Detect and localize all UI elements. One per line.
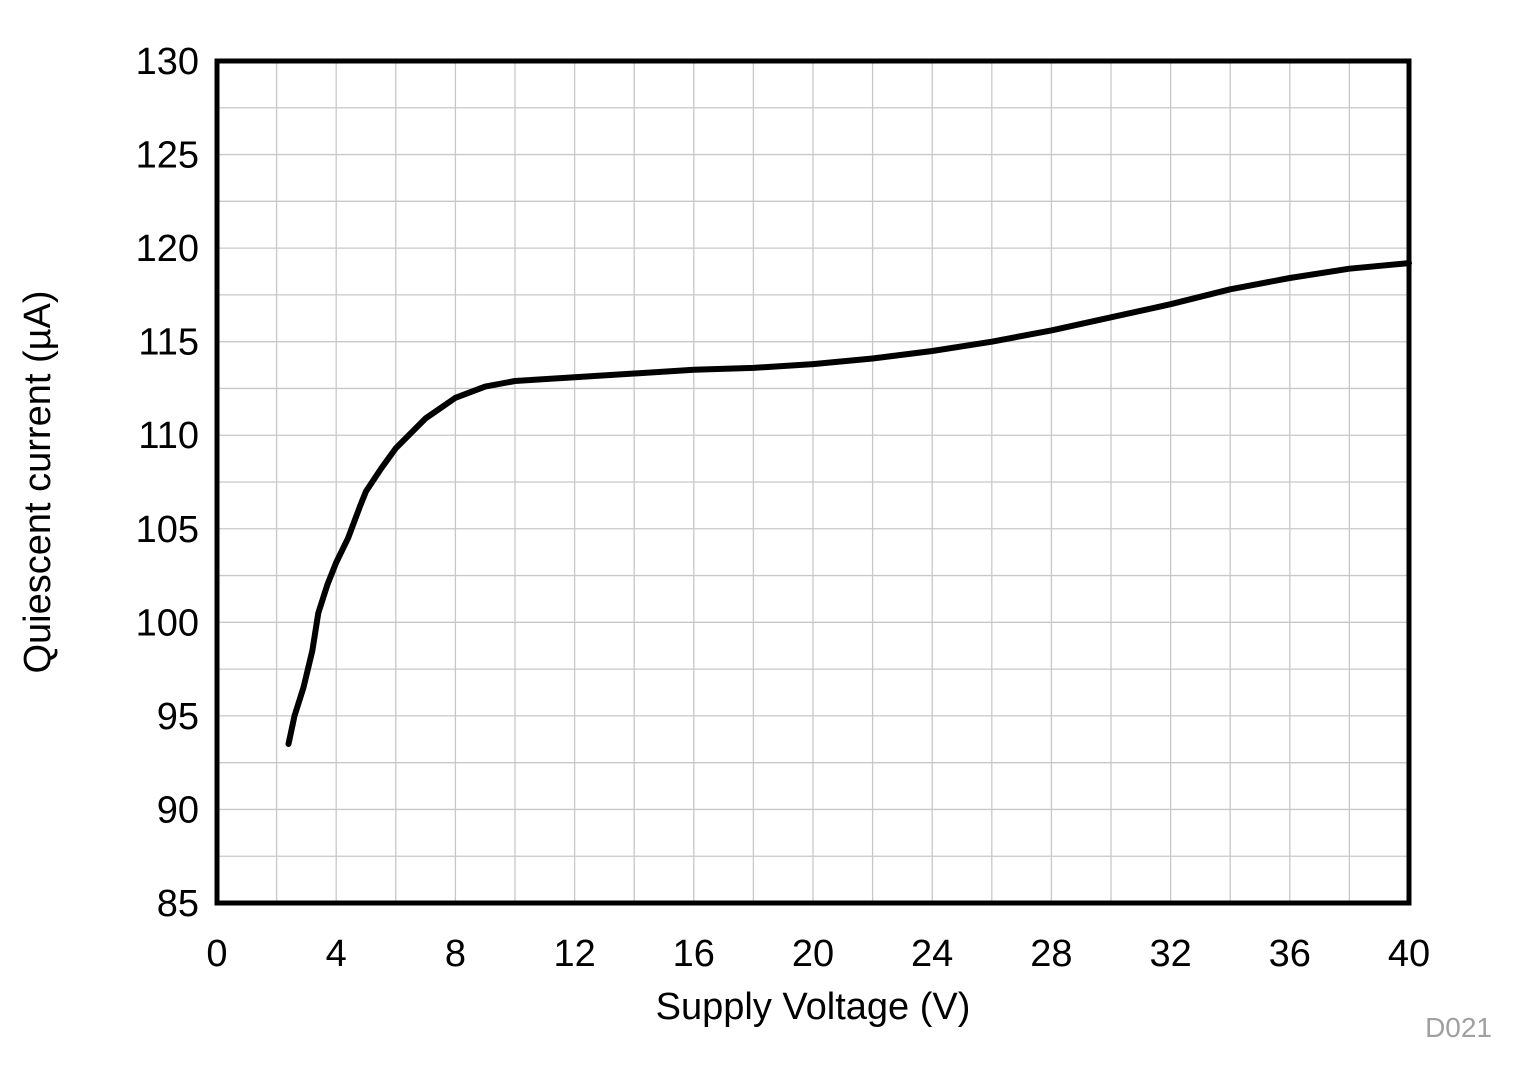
x-tick-label: 36 [1269, 933, 1311, 975]
y-tick-labels: 85 90 95 100 105 110 115 120 125 130 [136, 41, 199, 925]
y-axis-title: Quiescent current (µA) [17, 290, 59, 673]
y-tick-label: 125 [136, 135, 199, 177]
x-tick-label: 28 [1030, 933, 1072, 975]
x-tick-label: 4 [326, 933, 347, 975]
y-tick-label: 85 [157, 883, 199, 925]
x-tick-label: 32 [1149, 933, 1191, 975]
x-tick-label: 24 [911, 933, 953, 975]
series-lines [285, 260, 1412, 747]
x-tick-label: 20 [792, 933, 834, 975]
y-tick-label: 100 [136, 602, 199, 644]
x-tick-label: 12 [553, 933, 595, 975]
y-tick-label: 130 [136, 41, 199, 83]
figure-id: D021 [1425, 1012, 1492, 1043]
y-tick-label: 105 [136, 509, 199, 551]
x-tick-label: 40 [1388, 933, 1430, 975]
x-axis-title: Supply Voltage (V) [656, 986, 971, 1028]
y-tick-label: 115 [138, 322, 199, 364]
x-tick-label: 0 [206, 933, 227, 975]
x-tick-label: 16 [673, 933, 715, 975]
y-tick-label: 120 [136, 228, 199, 270]
series-line [285, 260, 1412, 747]
grid-lines [217, 61, 1409, 903]
y-tick-label: 90 [157, 789, 199, 831]
plot-frame [214, 58, 1412, 906]
y-tick-label: 110 [138, 415, 199, 457]
y-tick-label: 95 [157, 696, 199, 738]
x-tick-label: 8 [445, 933, 466, 975]
x-tick-labels: 0 4 8 12 16 20 24 28 32 36 40 [206, 933, 1430, 975]
